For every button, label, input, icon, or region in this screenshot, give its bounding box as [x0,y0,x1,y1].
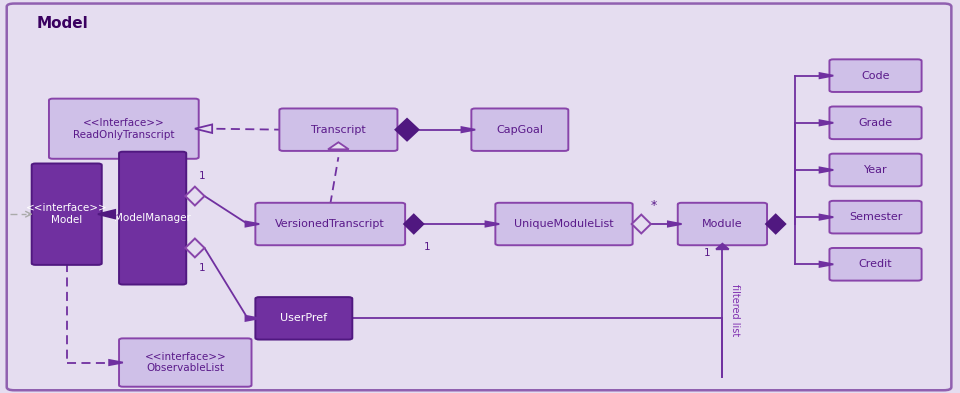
Text: Credit: Credit [858,259,893,269]
Polygon shape [820,262,833,267]
Polygon shape [404,215,423,233]
Text: <<Interface>>
ReadOnlyTranscript: <<Interface>> ReadOnlyTranscript [73,118,175,140]
Polygon shape [109,360,123,365]
Polygon shape [195,125,212,133]
Polygon shape [486,221,499,227]
Text: Year: Year [864,165,887,175]
Polygon shape [98,210,115,219]
FancyBboxPatch shape [119,152,186,285]
Text: Code: Code [861,71,890,81]
Text: Module: Module [702,219,743,229]
Text: Grade: Grade [858,118,893,128]
Text: UserPref: UserPref [280,313,327,323]
Polygon shape [632,215,651,233]
Text: UniqueModuleList: UniqueModuleList [515,219,613,229]
Text: 1: 1 [200,171,205,181]
Polygon shape [820,215,833,220]
Text: Transcript: Transcript [311,125,366,135]
Polygon shape [246,316,259,321]
Polygon shape [462,127,475,132]
FancyBboxPatch shape [49,99,199,159]
FancyBboxPatch shape [255,297,352,340]
Polygon shape [820,167,833,173]
FancyBboxPatch shape [495,203,633,245]
Polygon shape [246,221,259,227]
FancyBboxPatch shape [829,59,922,92]
Text: <<interface>>
ObservableList: <<interface>> ObservableList [144,352,227,373]
Polygon shape [185,239,204,257]
FancyBboxPatch shape [119,338,252,387]
FancyBboxPatch shape [678,203,767,245]
Text: 1: 1 [705,248,710,257]
FancyBboxPatch shape [255,203,405,245]
FancyBboxPatch shape [7,4,951,390]
Polygon shape [185,187,204,206]
Text: filtered list: filtered list [730,285,740,336]
FancyBboxPatch shape [32,163,102,265]
Polygon shape [668,221,682,227]
Text: Model: Model [36,16,88,31]
Text: *: * [651,199,658,212]
Text: 1: 1 [423,242,430,252]
Text: CapGoal: CapGoal [496,125,543,135]
Text: 1: 1 [200,263,205,273]
FancyBboxPatch shape [829,248,922,281]
Polygon shape [716,244,729,249]
Text: Semester: Semester [849,212,902,222]
Polygon shape [766,215,785,233]
Text: VersionedTranscript: VersionedTranscript [276,219,385,229]
FancyBboxPatch shape [279,108,397,151]
FancyBboxPatch shape [829,201,922,233]
Polygon shape [820,73,833,78]
Polygon shape [820,120,833,125]
FancyBboxPatch shape [471,108,568,151]
Polygon shape [396,119,419,140]
Text: ModelManager: ModelManager [114,213,191,223]
Polygon shape [328,142,348,149]
FancyBboxPatch shape [829,154,922,186]
FancyBboxPatch shape [829,107,922,139]
Text: <<interface>>
Model: <<interface>> Model [26,204,108,225]
